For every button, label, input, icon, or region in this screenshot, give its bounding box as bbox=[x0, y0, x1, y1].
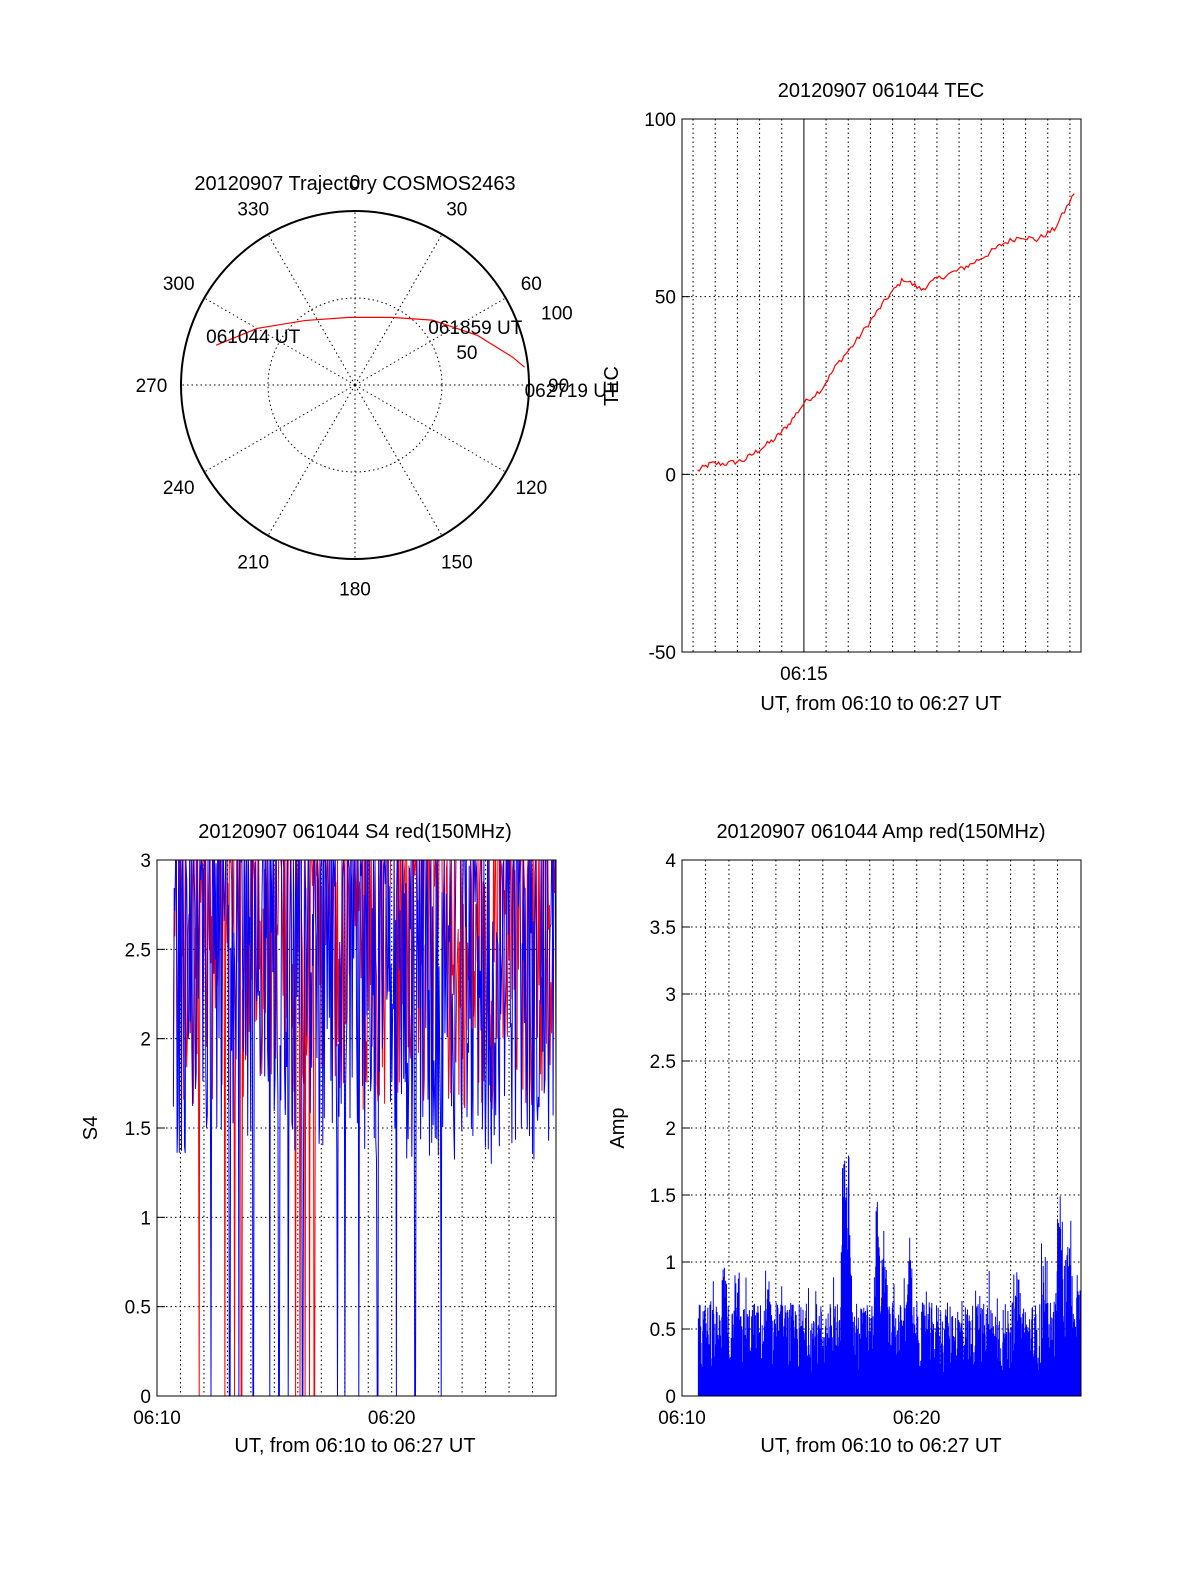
x-axis-label: UT, from 06:10 to 06:27 UT bbox=[760, 693, 1001, 715]
x-tick-label: 06:15 bbox=[780, 664, 828, 685]
plot-frame bbox=[681, 118, 1082, 653]
s4-line-blue bbox=[172, 859, 557, 1397]
spoke bbox=[204, 384, 356, 473]
x-tick-label: 06:20 bbox=[893, 1408, 941, 1429]
azimuth-label: 330 bbox=[237, 200, 269, 221]
azimuth-label: 150 bbox=[441, 552, 473, 573]
trajectory-polar-plot: 20120907 Trajectory COSMOS2463 0 30 60 90 12… bbox=[136, 172, 619, 600]
y-tick-label: 4 bbox=[665, 851, 676, 872]
radial-label: 100 bbox=[541, 303, 573, 324]
y-tick-label: 2.5 bbox=[125, 940, 151, 961]
x-tick-label: 06:10 bbox=[658, 1408, 706, 1429]
azimuth-label: 240 bbox=[163, 478, 195, 499]
s4-series bbox=[172, 858, 557, 1397]
azimuth-label: 300 bbox=[163, 274, 195, 295]
y-tick-label: 1.5 bbox=[650, 1186, 676, 1207]
outer-circle bbox=[180, 210, 530, 560]
y-tick-label: 0 bbox=[140, 1387, 151, 1408]
trajectory-annotations: 061044 UT 061859 UT 062719 UT bbox=[206, 318, 619, 402]
tick-labels: 0 0.5 1 1.5 2 2.5 3 3.5 4 06:10 06:20 bbox=[650, 851, 941, 1429]
y-tick-label: 2 bbox=[665, 1119, 676, 1140]
plot-frame bbox=[156, 859, 557, 1397]
trajectory-line bbox=[215, 316, 525, 368]
tick-labels: 100 50 0 -50 06:15 bbox=[644, 110, 827, 685]
x-tick-label: 06:10 bbox=[133, 1408, 181, 1429]
azimuth-label: 30 bbox=[446, 200, 467, 221]
azimuth-labels: 0 30 60 90 120 150 180 210 240 270 300 330 bbox=[136, 172, 570, 600]
y-tick-label: 0.5 bbox=[650, 1320, 676, 1341]
azimuth-label: 90 bbox=[548, 376, 569, 397]
tec-series bbox=[697, 193, 1075, 472]
amp-series bbox=[697, 1155, 1082, 1396]
azimuth-label: 60 bbox=[521, 274, 542, 295]
tec-line bbox=[697, 193, 1075, 472]
spoke bbox=[267, 234, 356, 386]
s4-plot: 20120907 061044 S4 red(150MHz) UT, from … bbox=[80, 821, 557, 1457]
x-axis-label: UT, from 06:10 to 06:27 UT bbox=[234, 1435, 475, 1457]
spoke bbox=[354, 384, 443, 536]
spoke bbox=[354, 297, 506, 386]
y-axis-label: TEC bbox=[601, 366, 623, 406]
chart-title: 20120907 Trajectory COSMOS2463 bbox=[194, 173, 515, 195]
spoke bbox=[204, 297, 356, 386]
spoke bbox=[267, 384, 356, 536]
azimuth-label: 120 bbox=[515, 478, 547, 499]
tec-plot: 20120907 061044 TEC UT, from 06:10 to 06… bbox=[601, 80, 1082, 715]
polar-grid bbox=[180, 210, 530, 560]
azimuth-label: 180 bbox=[339, 580, 371, 601]
y-tick-label: 3 bbox=[665, 985, 676, 1006]
trajectory-series bbox=[215, 316, 525, 368]
y-tick-label: 1.5 bbox=[125, 1119, 151, 1140]
spoke bbox=[354, 384, 506, 473]
y-tick-label: 0.5 bbox=[125, 1298, 151, 1319]
x-axis-label: UT, from 06:10 to 06:27 UT bbox=[760, 1435, 1001, 1457]
trajectory-annotation: 062719 UT bbox=[525, 381, 619, 402]
y-tick-label: 3 bbox=[140, 851, 151, 872]
chart-title: 20120907 061044 TEC bbox=[778, 80, 984, 102]
tick-labels: 0 0.5 1 1.5 2 2.5 3 06:10 06:20 bbox=[125, 851, 416, 1429]
y-tick-label: 3.5 bbox=[650, 918, 676, 939]
trajectory-annotation: 061044 UT bbox=[206, 327, 300, 348]
chart-title: 20120907 061044 Amp red(150MHz) bbox=[716, 821, 1045, 843]
y-axis-label: S4 bbox=[80, 1116, 102, 1140]
amp-line bbox=[697, 1155, 1082, 1396]
y-tick-label: 2.5 bbox=[650, 1052, 676, 1073]
spoke bbox=[354, 234, 443, 386]
trajectory-annotation: 061859 UT bbox=[428, 318, 522, 339]
y-tick-label: 50 bbox=[655, 288, 676, 309]
azimuth-label: 0 bbox=[350, 172, 361, 193]
amp-plot: 20120907 061044 Amp red(150MHz) UT, from… bbox=[607, 821, 1082, 1457]
chart-title: 20120907 061044 S4 red(150MHz) bbox=[198, 821, 512, 843]
x-tick-label: 06:20 bbox=[368, 1408, 416, 1429]
plot-frame bbox=[681, 859, 1082, 1397]
y-tick-label: 1 bbox=[140, 1208, 151, 1229]
y-tick-label: 2 bbox=[140, 1030, 151, 1051]
azimuth-label: 270 bbox=[136, 376, 168, 397]
y-tick-label: 100 bbox=[644, 110, 676, 131]
radial-labels: 50 100 bbox=[456, 303, 572, 364]
y-tick-label: 1 bbox=[665, 1253, 676, 1274]
azimuth-label: 210 bbox=[237, 552, 269, 573]
y-tick-label: -50 bbox=[649, 643, 676, 664]
y-tick-label: 0 bbox=[665, 1387, 676, 1408]
y-axis-label: Amp bbox=[607, 1107, 629, 1148]
y-tick-label: 0 bbox=[665, 465, 676, 486]
radial-label: 50 bbox=[456, 343, 477, 364]
grid bbox=[682, 118, 1081, 653]
